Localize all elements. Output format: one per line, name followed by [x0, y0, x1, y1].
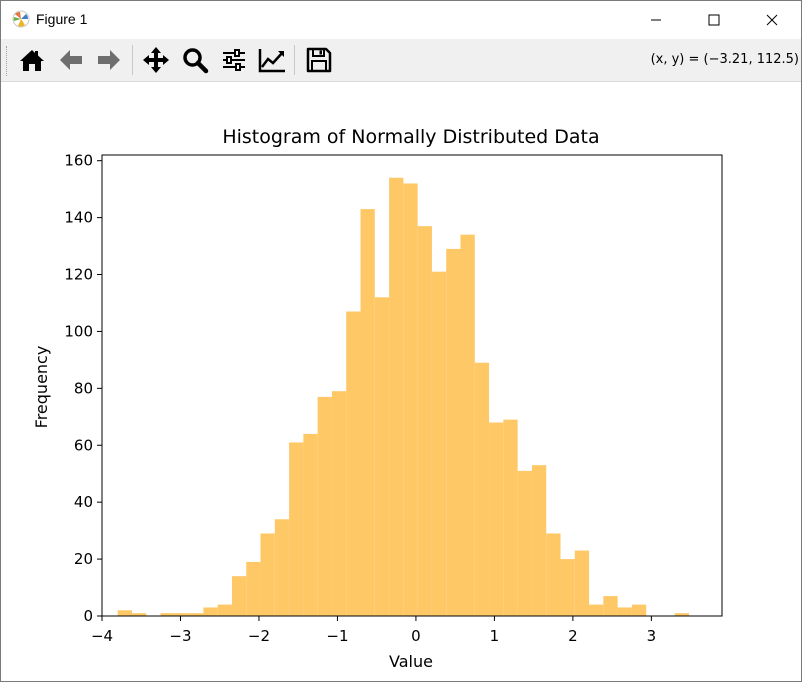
histogram-bar: [403, 183, 418, 616]
histogram-bar: [460, 234, 475, 616]
y-tick-label: 120: [64, 266, 93, 284]
y-tick-label: 160: [64, 152, 93, 170]
x-tick-label: 3: [647, 627, 657, 645]
histogram-bar: [260, 533, 275, 616]
histogram-bar: [546, 533, 561, 616]
home-icon: [20, 50, 44, 71]
x-tick-label: −2: [248, 627, 270, 645]
y-tick-label: 80: [74, 379, 93, 397]
histogram-bar: [117, 610, 132, 616]
toolbar-separator: [294, 45, 295, 75]
histogram-bar: [174, 613, 190, 616]
zoom-button[interactable]: [179, 44, 211, 76]
histogram-bar: [246, 561, 261, 616]
minimize-icon: [651, 19, 661, 21]
matplotlib-logo-icon: [12, 10, 30, 28]
move-icon: [143, 47, 169, 73]
arrow-right-icon: [98, 50, 120, 70]
histogram-bar: [189, 613, 204, 616]
histogram-bar: [417, 226, 432, 616]
axes-frame: [101, 154, 723, 617]
y-axis-ticks: 0 20 40 60 80 100 120 140 160: [64, 152, 102, 625]
toolbar-separator: [132, 45, 133, 75]
x-tick-label: 2: [568, 627, 578, 645]
histogram-bar: [160, 613, 175, 616]
x-tick-label: 0: [411, 627, 421, 645]
x-axis-label: Value: [389, 652, 433, 671]
histogram-bar: [303, 433, 318, 616]
title-bar[interactable]: Figure 1: [1, 1, 801, 39]
histogram-bar: [503, 419, 518, 616]
histogram-bar: [360, 209, 375, 616]
histogram-bar: [531, 465, 547, 616]
histogram-bar: [603, 596, 618, 616]
histogram-bar: [274, 519, 290, 616]
histogram-bar: [631, 604, 647, 616]
figure-canvas[interactable]: −4 −3 −2 −1 0 1 2 3 0 20 40 60 80 100 120 140 160 Histo…: [1, 82, 801, 681]
histogram-chart[interactable]: −4 −3 −2 −1 0 1 2 3 0 20 40 60 80 100 120 140 160 Histo…: [1, 82, 801, 681]
edit-axis-button[interactable]: [256, 44, 288, 76]
histogram-bar: [331, 391, 347, 616]
maximize-button[interactable]: [685, 1, 743, 39]
histogram-bar: [446, 248, 461, 616]
histogram-bar: [389, 177, 404, 616]
y-tick-label: 40: [74, 493, 93, 511]
histogram-bar: [517, 470, 532, 616]
histogram-bar: [431, 271, 447, 616]
histogram-bar: [374, 297, 390, 616]
histogram-bar: [674, 613, 690, 616]
histogram-bars: [117, 177, 690, 616]
maximize-icon: [708, 14, 720, 26]
magnifier-icon: [183, 48, 209, 74]
x-tick-label: −4: [91, 627, 113, 645]
line-chart-icon: [258, 49, 285, 73]
back-button[interactable]: [55, 44, 87, 76]
close-icon: [766, 14, 778, 26]
y-tick-label: 140: [64, 209, 93, 227]
histogram-bar: [574, 550, 590, 616]
forward-button[interactable]: [93, 44, 125, 76]
histogram-bar: [560, 559, 575, 616]
floppy-disk-icon: [306, 47, 332, 73]
histogram-bar: [617, 607, 632, 616]
save-button[interactable]: [303, 44, 335, 76]
arrow-left-icon: [60, 50, 82, 70]
cursor-coordinates: (x, y) = (−3.21, 112.5): [650, 52, 799, 67]
home-button[interactable]: [16, 44, 48, 76]
histogram-bar: [317, 396, 332, 616]
y-tick-label: 20: [74, 550, 93, 568]
x-tick-label: 1: [490, 627, 500, 645]
navigation-toolbar: (x, y) = (−3.21, 112.5): [1, 39, 801, 82]
sliders-icon: [223, 49, 245, 71]
histogram-bar: [474, 362, 490, 616]
configure-subplots-button[interactable]: [218, 44, 250, 76]
x-tick-label: −3: [169, 627, 191, 645]
x-tick-label: −1: [326, 627, 348, 645]
y-tick-label: 60: [74, 436, 93, 454]
histogram-bar: [346, 311, 361, 616]
histogram-bar: [489, 422, 504, 616]
x-axis-ticks: −4 −3 −2 −1 0 1 2 3: [91, 616, 656, 645]
histogram-bar: [231, 576, 247, 616]
y-tick-label: 0: [83, 607, 93, 625]
toolbar-grip[interactable]: [6, 46, 9, 76]
histogram-bar: [217, 604, 232, 616]
y-axis-label: Frequency: [32, 346, 51, 429]
window-title: Figure 1: [36, 11, 88, 27]
histogram-bar: [289, 442, 304, 616]
y-tick-label: 100: [64, 322, 93, 340]
close-button[interactable]: [743, 1, 801, 39]
histogram-bar: [203, 607, 218, 616]
chart-title: Histogram of Normally Distributed Data: [222, 126, 599, 148]
histogram-bar: [589, 604, 604, 616]
pan-button[interactable]: [140, 44, 172, 76]
histogram-bar: [131, 613, 147, 616]
minimize-button[interactable]: [627, 1, 685, 39]
